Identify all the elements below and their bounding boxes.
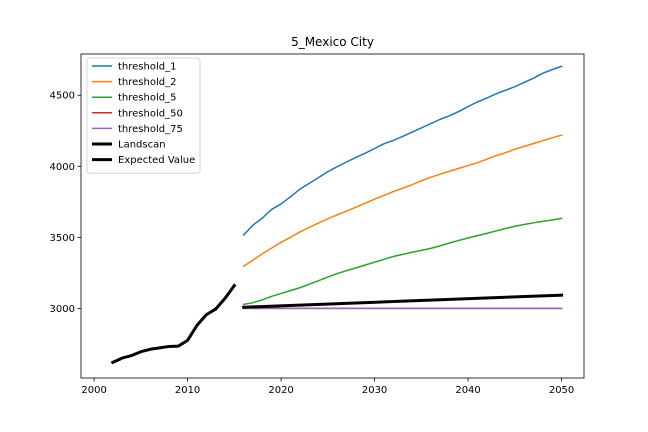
x-tick-label: 2040 (455, 385, 480, 396)
legend-label-landscan: Landscan (118, 140, 166, 151)
series-line-landscan (110, 283, 237, 365)
legend-label-threshold-1: threshold_1 (118, 62, 176, 73)
series-line-threshold-2 (242, 134, 563, 268)
legend-label-threshold-50: threshold_50 (118, 108, 183, 119)
series-layer (110, 65, 564, 365)
series-line-threshold-1 (242, 65, 563, 236)
x-tick-label: 2010 (175, 385, 200, 396)
x-tick-label: 2030 (362, 385, 387, 396)
legend-label-expected-value: Expected Value (118, 155, 195, 166)
x-tick-label: 2050 (549, 385, 574, 396)
x-tick-label: 2020 (268, 385, 293, 396)
axes-frame (80, 53, 585, 379)
y-tick-label: 3000 (50, 304, 75, 315)
y-tick-label: 4500 (50, 91, 75, 102)
legend-label-threshold-5: threshold_5 (118, 93, 176, 104)
axes-layer: 2000 2010 2020 2030 2040 2050 3000 3500 4000 4500 (50, 53, 585, 396)
y-tick-label: 3500 (50, 233, 75, 244)
series-line-threshold-5 (242, 217, 563, 306)
legend-label-threshold-2: threshold_2 (118, 77, 176, 88)
legend-label-threshold-75: threshold_75 (118, 124, 183, 135)
series-line-expected-value (242, 293, 564, 309)
x-tick-label: 2000 (81, 385, 106, 396)
y-tick-label: 4000 (50, 162, 75, 173)
legend: threshold_1 threshold_2 threshold_5thresho… (86, 57, 201, 174)
legend-box (86, 57, 201, 174)
chart-title: 5_Mexico City (291, 35, 374, 49)
